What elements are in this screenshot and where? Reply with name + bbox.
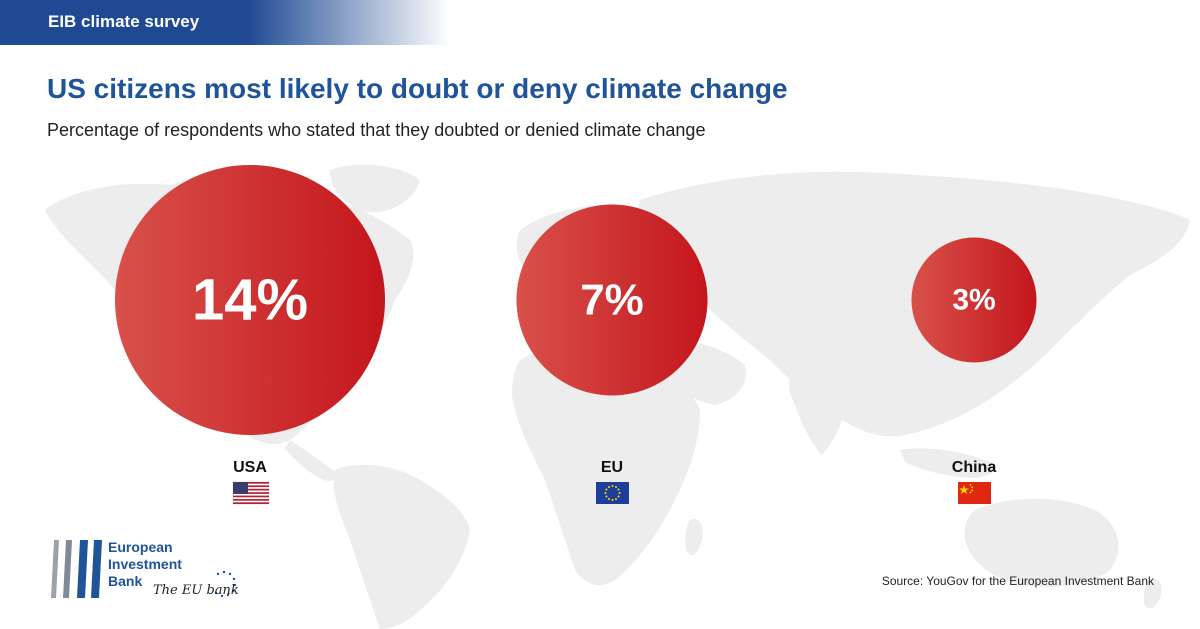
logo-line-3: Bank [108, 573, 143, 589]
logo-stars-icon [214, 570, 237, 598]
logo-wordmark: European Investment Bank [108, 539, 182, 590]
category-label-china: China [952, 459, 997, 476]
bubble-china [911, 237, 1037, 363]
source-note: Source: YouGov for the European Investme… [881, 574, 1154, 588]
value-label-usa: 14% [192, 268, 308, 333]
eib-logo-icon [51, 540, 237, 598]
chart-subtitle: Percentage of respondents who stated tha… [47, 120, 706, 140]
bubble-usa [115, 165, 385, 435]
chart-title: US citizens most likely to doubt or deny… [47, 73, 788, 104]
header-tag: EIB climate survey [48, 12, 200, 31]
logo-line-1: European [108, 539, 173, 555]
bubble-eu [516, 204, 708, 396]
category-label-eu: EU [601, 459, 623, 476]
value-label-eu: 7% [580, 276, 644, 325]
china-flag-icon [958, 482, 991, 504]
category-label-usa: USA [233, 459, 267, 476]
logo-line-2: Investment [108, 556, 182, 572]
us-flag-icon [232, 481, 270, 505]
header-band: EIB climate survey [0, 0, 450, 45]
eu-flag-icon [596, 482, 629, 504]
value-label-china: 3% [952, 284, 995, 317]
logo-tagline: The EU bank [153, 583, 239, 598]
